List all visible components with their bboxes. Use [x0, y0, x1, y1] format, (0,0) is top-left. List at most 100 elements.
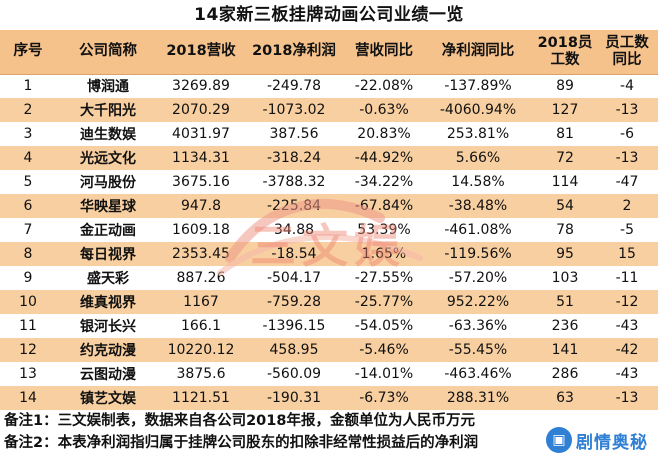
table-cell: 11 — [0, 314, 56, 338]
table-cell: 2 — [0, 98, 56, 122]
table-cell: 大千阳光 — [56, 98, 160, 122]
table-cell: 13 — [0, 362, 56, 386]
table-cell: 7 — [0, 218, 56, 242]
table-cell: -12 — [596, 290, 658, 314]
table-cell: 博润通 — [56, 74, 160, 98]
table-cell: -67.84% — [346, 194, 422, 218]
table-cell: 5.66% — [422, 146, 534, 170]
table-cell: -249.78 — [242, 74, 346, 98]
table-cell: -43 — [596, 314, 658, 338]
table-row: 8 每日视界 2353.45 -18.54 1.65% -119.56% 95 15 — [0, 242, 658, 266]
table-cell: 维真视界 — [56, 290, 160, 314]
table-cell: 9 — [0, 266, 56, 290]
table-cell: 236 — [534, 314, 596, 338]
table-cell: 387.56 — [242, 122, 346, 146]
table-cell: 14 — [0, 386, 56, 410]
table-cell: -34.22% — [346, 170, 422, 194]
table-cell: -13 — [596, 98, 658, 122]
table-cell: -759.28 — [242, 290, 346, 314]
table-cell: 约克动漫 — [56, 338, 160, 362]
table-row: 3 迪生数娱 4031.97 387.56 20.83% 253.81% 81 -6 — [0, 122, 658, 146]
table-cell: 云图动漫 — [56, 362, 160, 386]
column-header: 公司简称 — [56, 30, 160, 75]
table-cell: 12 — [0, 338, 56, 362]
table-cell: -57.20% — [422, 266, 534, 290]
table-cell: 458.95 — [242, 338, 346, 362]
table-cell: -13 — [596, 146, 658, 170]
table-cell: 10220.12 — [160, 338, 242, 362]
table-cell: 3875.6 — [160, 362, 242, 386]
table-cell: 288.31% — [422, 386, 534, 410]
column-header: 员工数 同比 — [596, 30, 658, 75]
table-cell: 金正动画 — [56, 218, 160, 242]
table-row: 11 银河长兴 166.1 -1396.15 -54.05% -63.36% 236 -43 — [0, 314, 658, 338]
table-cell: 8 — [0, 242, 56, 266]
table-cell: -504.17 — [242, 266, 346, 290]
table-cell: -5.46% — [346, 338, 422, 362]
table-cell: 78 — [534, 218, 596, 242]
table-row: 4 光远文化 1134.31 -318.24 -44.92% 5.66% 72 -13 — [0, 146, 658, 170]
table-row: 14 镇艺文娱 1121.51 -190.31 -6.73% 288.31% 63 -13 — [0, 386, 658, 410]
table-title: 14家新三板挂牌动画公司业绩一览 — [194, 5, 464, 25]
table-cell: 4031.97 — [160, 122, 242, 146]
notes: 备注1：三文娱制表，数据来自各公司2018年报，金额单位为人民币万元 备注2：本… — [0, 410, 658, 454]
table-cell: 2353.45 — [160, 242, 242, 266]
table-cell: -63.36% — [422, 314, 534, 338]
table-cell: 89 — [534, 74, 596, 98]
brand-logo: ▣ 剧情奥秘 — [542, 424, 652, 456]
table-cell: 1134.31 — [160, 146, 242, 170]
table-cell: -6.73% — [346, 386, 422, 410]
column-header: 净利润同比 — [422, 30, 534, 75]
column-header: 营收同比 — [346, 30, 422, 75]
table-cell: -5 — [596, 218, 658, 242]
table-cell: -54.05% — [346, 314, 422, 338]
table-cell: 95 — [534, 242, 596, 266]
table-cell: 952.22% — [422, 290, 534, 314]
column-header: 2018营收 — [160, 30, 242, 75]
table-cell: -43 — [596, 362, 658, 386]
tv-icon: ▣ — [546, 427, 572, 453]
table-cell: -11 — [596, 266, 658, 290]
table-cell: 镇艺文娱 — [56, 386, 160, 410]
table-row: 5 河马股份 3675.16 -3788.32 -34.22% 14.58% 114 -47 — [0, 170, 658, 194]
table-cell: 3 — [0, 122, 56, 146]
table-cell: 14.58% — [422, 170, 534, 194]
table-cell: 4 — [0, 146, 56, 170]
note-1: 备注1：三文娱制表，数据来自各公司2018年报，金额单位为人民币万元 — [4, 413, 475, 429]
table-cell: -13 — [596, 386, 658, 410]
column-header: 2018员 工数 — [534, 30, 596, 75]
table-cell: -18.54 — [242, 242, 346, 266]
table-cell: 10 — [0, 290, 56, 314]
table-cell: -55.45% — [422, 338, 534, 362]
table-cell: 72 — [534, 146, 596, 170]
table-cell: 每日视界 — [56, 242, 160, 266]
table-cell: 3269.89 — [160, 74, 242, 98]
note-2: 备注2：本表净利润指归属于挂牌公司股东的扣除非经常性损益后的净利润 — [4, 435, 479, 451]
table-cell: 河马股份 — [56, 170, 160, 194]
table-cell: 54 — [534, 194, 596, 218]
table-cell: 银河长兴 — [56, 314, 160, 338]
table-cell: 15 — [596, 242, 658, 266]
table-cell: 887.26 — [160, 266, 242, 290]
table-cell: 1167 — [160, 290, 242, 314]
table-cell: -190.31 — [242, 386, 346, 410]
table-row: 7 金正动画 1609.18 34.88 53.39% -461.08% 78 -5 — [0, 218, 658, 242]
table-cell: -0.63% — [346, 98, 422, 122]
table-cell: -25.77% — [346, 290, 422, 314]
column-header: 2018净利润 — [242, 30, 346, 75]
table-cell: -137.89% — [422, 74, 534, 98]
table-cell: 63 — [534, 386, 596, 410]
table-cell: 光远文化 — [56, 146, 160, 170]
table-cell: 盛天彩 — [56, 266, 160, 290]
table-row: 10 维真视界 1167 -759.28 -25.77% 952.22% 51 -12 — [0, 290, 658, 314]
table-row: 12 约克动漫 10220.12 458.95 -5.46% -55.45% 141 -42 — [0, 338, 658, 362]
table-cell: 1609.18 — [160, 218, 242, 242]
table-cell: -225.84 — [242, 194, 346, 218]
table-cell: 3675.16 — [160, 170, 242, 194]
table-cell: 1.65% — [346, 242, 422, 266]
table-row: 9 盛天彩 887.26 -504.17 -27.55% -57.20% 103 -11 — [0, 266, 658, 290]
table-cell: -560.09 — [242, 362, 346, 386]
table-cell: 81 — [534, 122, 596, 146]
table-cell: 20.83% — [346, 122, 422, 146]
table-cell: -119.56% — [422, 242, 534, 266]
